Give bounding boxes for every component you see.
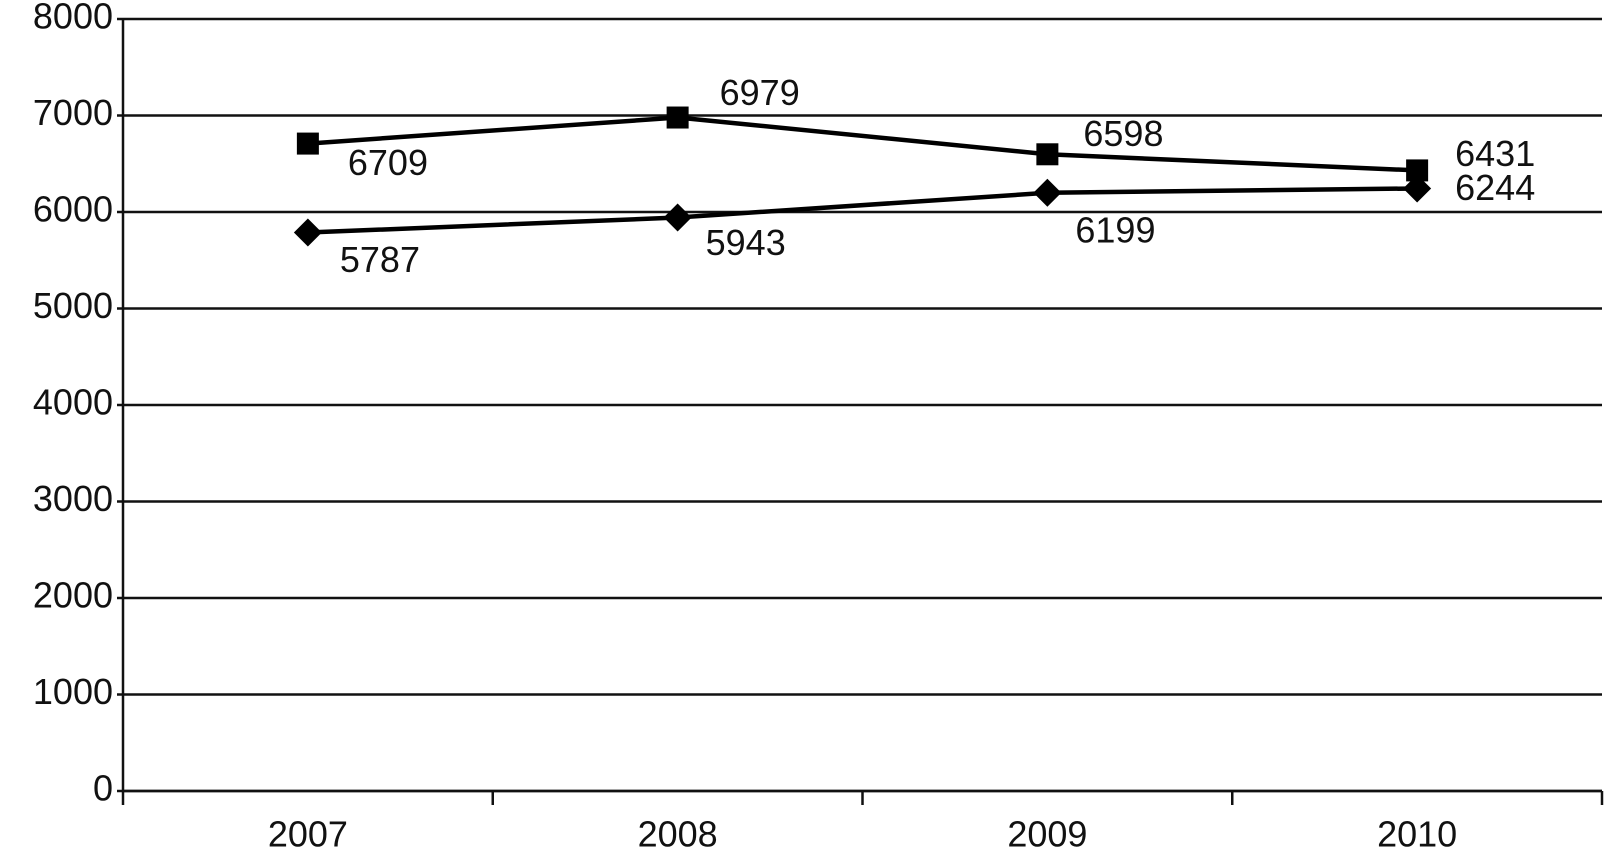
y-tick-label: 5000 [33,285,113,326]
marker [1036,143,1059,166]
data-label: 6199 [1075,209,1155,250]
x-tick-label: 2010 [1377,814,1457,855]
data-label: 5943 [706,222,786,263]
y-tick-label: 1000 [33,671,113,712]
marker [1033,178,1062,207]
marker [666,106,689,129]
x-tick-label: 2009 [1007,814,1087,855]
y-tick-label: 8000 [33,0,113,37]
marker [1403,174,1432,203]
y-tick-label: 4000 [33,382,113,423]
marker [663,203,692,232]
y-tick-label: 3000 [33,478,113,519]
marker [1406,159,1429,182]
y-tick-label: 0 [93,768,113,809]
data-label: 6431 [1455,133,1535,174]
data-label: 6979 [720,72,800,113]
data-label: 6598 [1083,113,1163,154]
data-label: 6709 [348,142,428,183]
data-label: 6244 [1455,167,1535,208]
y-tick-label: 2000 [33,575,113,616]
marker [293,218,322,247]
marker [296,132,319,155]
x-tick-label: 2007 [268,814,348,855]
series-line [307,115,1418,173]
y-tick-label: 6000 [33,189,113,230]
y-tick-label: 7000 [33,92,113,133]
series-line [307,186,1418,235]
data-label: 5787 [340,239,420,280]
x-tick-label: 2008 [638,814,718,855]
